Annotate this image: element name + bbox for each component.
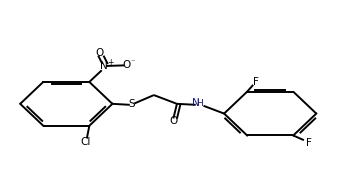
Text: O: O bbox=[169, 116, 178, 126]
Text: H: H bbox=[197, 99, 203, 108]
Text: S: S bbox=[129, 99, 135, 109]
Text: O: O bbox=[122, 60, 131, 70]
Text: F: F bbox=[253, 77, 259, 87]
Text: ⁻: ⁻ bbox=[130, 57, 135, 66]
Text: N: N bbox=[100, 61, 108, 71]
Text: Cl: Cl bbox=[80, 137, 91, 147]
Text: N: N bbox=[192, 98, 199, 108]
Text: +: + bbox=[107, 58, 113, 67]
Text: O: O bbox=[95, 48, 104, 58]
Text: F: F bbox=[306, 138, 312, 148]
